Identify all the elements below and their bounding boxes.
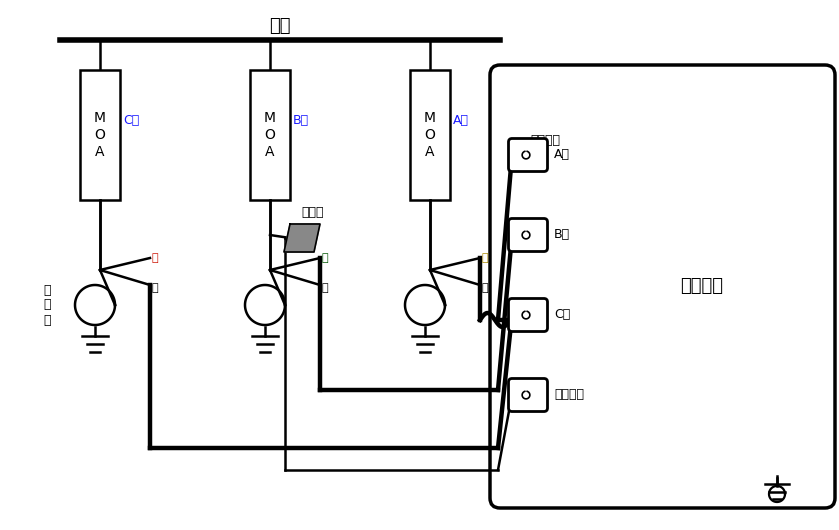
Text: 参考信号: 参考信号 <box>554 388 584 402</box>
Polygon shape <box>284 224 320 252</box>
FancyBboxPatch shape <box>508 378 548 411</box>
Bar <box>80 70 120 200</box>
Text: 黄: 黄 <box>482 253 488 263</box>
Text: 仪器主机: 仪器主机 <box>680 278 723 296</box>
Text: 黑: 黑 <box>322 283 329 293</box>
Text: C相: C相 <box>554 308 571 322</box>
Text: 黑: 黑 <box>482 283 488 293</box>
FancyBboxPatch shape <box>490 65 835 508</box>
Bar <box>410 70 450 200</box>
Text: A相: A相 <box>453 113 469 127</box>
Text: 计
数
器: 计 数 器 <box>44 284 50 326</box>
FancyBboxPatch shape <box>508 218 548 252</box>
Text: 黑: 黑 <box>152 283 159 293</box>
Text: M
O
A: M O A <box>424 111 436 159</box>
Text: 母线: 母线 <box>269 17 291 35</box>
Text: B相: B相 <box>554 228 571 242</box>
Text: 红: 红 <box>152 253 159 263</box>
Text: M
O
A: M O A <box>264 111 276 159</box>
Text: M
O
A: M O A <box>94 111 106 159</box>
FancyBboxPatch shape <box>508 298 548 331</box>
Text: 感应板: 感应板 <box>302 206 324 219</box>
Text: 电流输入: 电流输入 <box>530 134 560 146</box>
Text: 绿: 绿 <box>322 253 329 263</box>
FancyBboxPatch shape <box>508 138 548 172</box>
Bar <box>250 70 290 200</box>
Text: C相: C相 <box>123 113 139 127</box>
Text: A相: A相 <box>554 148 570 162</box>
Text: B相: B相 <box>293 113 309 127</box>
